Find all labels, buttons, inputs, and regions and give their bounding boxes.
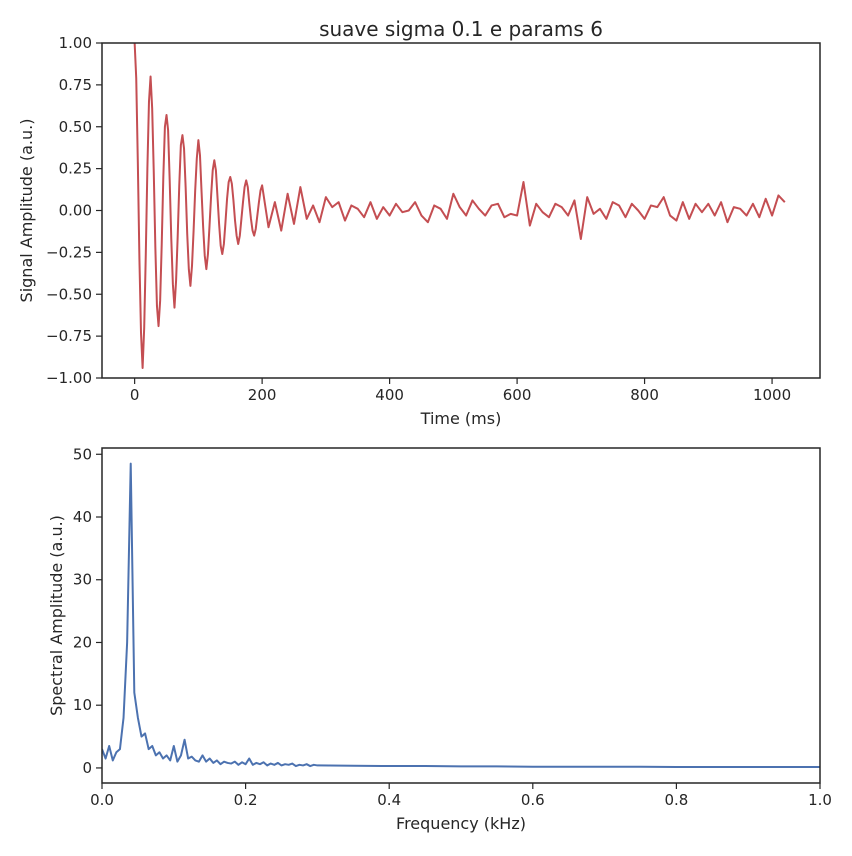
y-tick-label: 40 xyxy=(73,508,92,526)
y-tick-label: 0.75 xyxy=(59,76,92,94)
data-line xyxy=(133,43,786,369)
y-tick-label: −0.50 xyxy=(46,285,92,303)
x-tick-label: 1000 xyxy=(753,386,791,404)
y-tick-label: 50 xyxy=(73,445,92,463)
y-tick-label: 0.25 xyxy=(59,160,92,178)
x-tick-label: 1.0 xyxy=(808,791,832,809)
y-tick-label: 0.50 xyxy=(59,118,92,136)
x-tick-label: 600 xyxy=(503,386,532,404)
x-tick-label: 0.8 xyxy=(664,791,688,809)
y-axis-label: Spectral Amplitude (a.u.) xyxy=(47,515,66,716)
x-tick-label: 0.2 xyxy=(234,791,258,809)
y-tick-label: −0.75 xyxy=(46,327,92,345)
x-tick-label: 0.0 xyxy=(90,791,114,809)
axes-frame xyxy=(101,447,821,784)
x-tick-label: 200 xyxy=(248,386,277,404)
y-tick-label: 20 xyxy=(73,633,92,651)
x-tick-label: 0 xyxy=(130,386,140,404)
y-tick-label: 1.00 xyxy=(59,34,92,52)
y-tick-label: −1.00 xyxy=(46,369,92,387)
y-tick-label: 10 xyxy=(73,696,92,714)
x-axis-label: Time (ms) xyxy=(420,409,502,428)
x-tick-label: 0.4 xyxy=(377,791,401,809)
x-tick-label: 800 xyxy=(630,386,659,404)
x-tick-label: 0.6 xyxy=(521,791,545,809)
y-tick-label: 0.00 xyxy=(59,202,92,220)
data-line xyxy=(102,462,820,768)
x-tick-label: 400 xyxy=(375,386,404,404)
chart-title: suave sigma 0.1 e params 6 xyxy=(319,17,603,41)
y-tick-label: 30 xyxy=(73,571,92,589)
x-axis-label: Frequency (kHz) xyxy=(396,814,526,833)
y-tick-label: 0 xyxy=(82,759,92,777)
y-tick-label: −0.25 xyxy=(46,243,92,261)
y-axis-label: Signal Amplitude (a.u.) xyxy=(17,119,36,303)
